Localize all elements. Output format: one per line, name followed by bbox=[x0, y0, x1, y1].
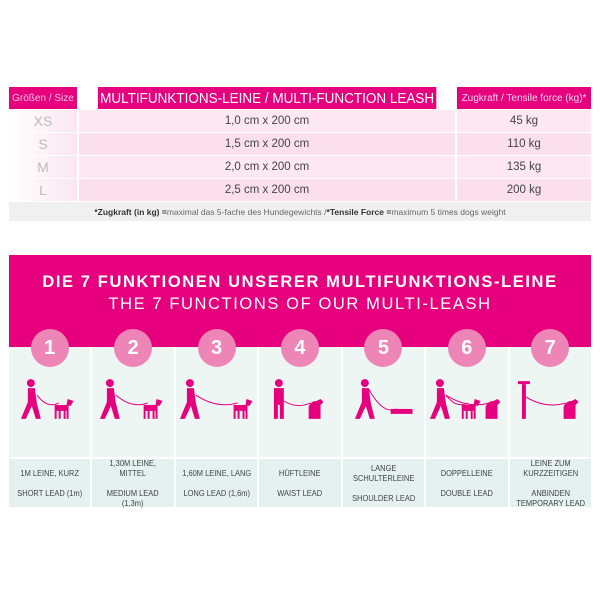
function-7: 7 LEINE ZUM KURZZEITIGEN ANBINDEN TEMPORAR… bbox=[509, 329, 591, 508]
table-row: M 2,0 cm x 200 cm 135 kg bbox=[9, 156, 591, 179]
function-label: LEINE ZUM KURZZEITIGEN ANBINDEN TEMPORARY… bbox=[509, 458, 591, 508]
banner-title-en: THE 7 FUNCTIONS OF OUR MULTI-LEASH bbox=[108, 295, 492, 313]
table-row: S 1,5 cm x 200 cm 110 kg bbox=[9, 133, 591, 156]
function-number-badge: 2 bbox=[114, 329, 153, 367]
table-row: XS 1,0 cm x 200 cm 45 kg bbox=[9, 110, 591, 133]
function-2: 2 1,30M LEINE, MITTEL MEDIUM LEAD (1,3m) bbox=[92, 329, 174, 508]
function-picture: 3 bbox=[175, 329, 258, 457]
force-cell: 45 kg bbox=[457, 110, 591, 133]
function-label: LANGE SCHULTERLEINE SHOULDER LEAD bbox=[342, 459, 425, 507]
dimension-cell: 1,5 cm x 200 cm bbox=[79, 133, 457, 156]
function-4: 4 HÜFTLEINE WAIST LEAD bbox=[259, 329, 341, 507]
function-number-badge: 3 bbox=[197, 329, 236, 367]
size-cell: XS bbox=[9, 110, 79, 133]
banner-title-de: DIE 7 FUNKTIONEN UNSERER MULTIFUNKTIONS-… bbox=[42, 273, 558, 291]
dimension-cell: 1,0 cm x 200 cm bbox=[79, 110, 457, 133]
function-3: 3 1,60M LEINE, LANG LONG LEAD (1,6m) bbox=[175, 329, 258, 507]
label-en: SHORT LEAD (1m) bbox=[17, 488, 83, 498]
function-picture: 5 bbox=[342, 329, 425, 457]
function-label: DOPPELLEINE DOUBLE LEAD bbox=[426, 459, 508, 507]
size-cell: L bbox=[9, 179, 79, 202]
function-picture: 7 bbox=[509, 329, 591, 457]
label-de: HÜFTLEINE bbox=[279, 468, 321, 478]
size-cell: S bbox=[9, 133, 79, 156]
person-walking-dog-icon bbox=[179, 379, 253, 419]
label-de: LANGE SCHULTERLEINE bbox=[352, 463, 415, 483]
function-label: 1,30M LEINE, MITTEL MEDIUM LEAD (1,3m) bbox=[92, 458, 174, 508]
dimension-cell: 2,5 cm x 200 cm bbox=[79, 179, 457, 202]
function-number-badge: 6 bbox=[447, 329, 486, 367]
label-en: SHOULDER LEAD bbox=[351, 493, 415, 503]
function-picture: 4 bbox=[259, 329, 341, 457]
label-en: LONG LEAD (1,6m) bbox=[183, 488, 250, 498]
person-walking-dog-icon bbox=[20, 379, 74, 419]
label-de: DOPPELLEINE bbox=[440, 468, 493, 478]
function-6: 6 DOPPELLEINE DOUBLE LEAD bbox=[426, 329, 508, 507]
function-picture: 1 bbox=[9, 329, 91, 457]
person-running-dog-icon bbox=[354, 379, 413, 419]
function-picture: 2 bbox=[92, 329, 174, 457]
person-waist-dog-icon bbox=[274, 379, 324, 419]
table-header: Größen / Size MULTIFUNKTIONS-LEINE / MUL… bbox=[9, 87, 591, 110]
function-number-badge: 4 bbox=[280, 329, 319, 367]
function-number-badge: 7 bbox=[531, 329, 570, 367]
header-leash: MULTIFUNKTIONS-LEINE / MULTI-FUNCTION LE… bbox=[97, 87, 439, 110]
label-de: 1,60M LEINE, LANG bbox=[182, 468, 252, 478]
functions-grid: 1 1M LEINE, KURZ SHORT LEAD (1m) 2 1,30M LEI… bbox=[9, 329, 591, 508]
label-de: 1,30M LEINE, MITTEL bbox=[109, 458, 157, 478]
post-tied-dog-icon bbox=[517, 381, 579, 419]
function-1: 1 1M LEINE, KURZ SHORT LEAD (1m) bbox=[9, 329, 91, 507]
label-de: 1M LEINE, KURZ bbox=[20, 468, 80, 478]
label-de: LEINE ZUM KURZZEITIGEN bbox=[522, 458, 578, 478]
dimension-cell: 2,0 cm x 200 cm bbox=[79, 156, 457, 179]
size-table: Größen / Size MULTIFUNKTIONS-LEINE / MUL… bbox=[9, 87, 591, 221]
person-two-dogs-icon bbox=[430, 379, 501, 419]
function-number-badge: 1 bbox=[30, 329, 69, 367]
function-label: 1M LEINE, KURZ SHORT LEAD (1m) bbox=[9, 459, 91, 507]
force-cell: 110 kg bbox=[457, 133, 591, 156]
person-walking-dog-icon bbox=[100, 379, 163, 419]
function-number-badge: 5 bbox=[364, 329, 403, 367]
function-label: 1,60M LEINE, LANG LONG LEAD (1,6m) bbox=[175, 459, 258, 507]
label-en: MEDIUM LEAD (1,3m) bbox=[107, 488, 160, 508]
force-cell: 135 kg bbox=[457, 156, 591, 179]
label-en: WAIST LEAD bbox=[277, 488, 323, 498]
function-picture: 6 bbox=[426, 329, 508, 457]
function-label: HÜFTLEINE WAIST LEAD bbox=[259, 459, 341, 507]
size-cell: M bbox=[9, 156, 79, 179]
table-row: L 2,5 cm x 200 cm 200 kg bbox=[9, 179, 591, 202]
force-cell: 200 kg bbox=[457, 179, 591, 202]
label-en: ANBINDEN TEMPORARY LEAD bbox=[515, 488, 585, 508]
header-force: Zugkraft / Tensile force (kg)* bbox=[457, 87, 591, 110]
header-size: Größen / Size bbox=[9, 87, 79, 110]
function-5: 5 LANGE SCHULTERLEINE SHOULDER LEAD bbox=[342, 329, 425, 507]
label-en: DOUBLE LEAD bbox=[440, 488, 494, 498]
footnote: *Zugkraft (in kg) = maximal das 5-fache … bbox=[9, 202, 591, 221]
